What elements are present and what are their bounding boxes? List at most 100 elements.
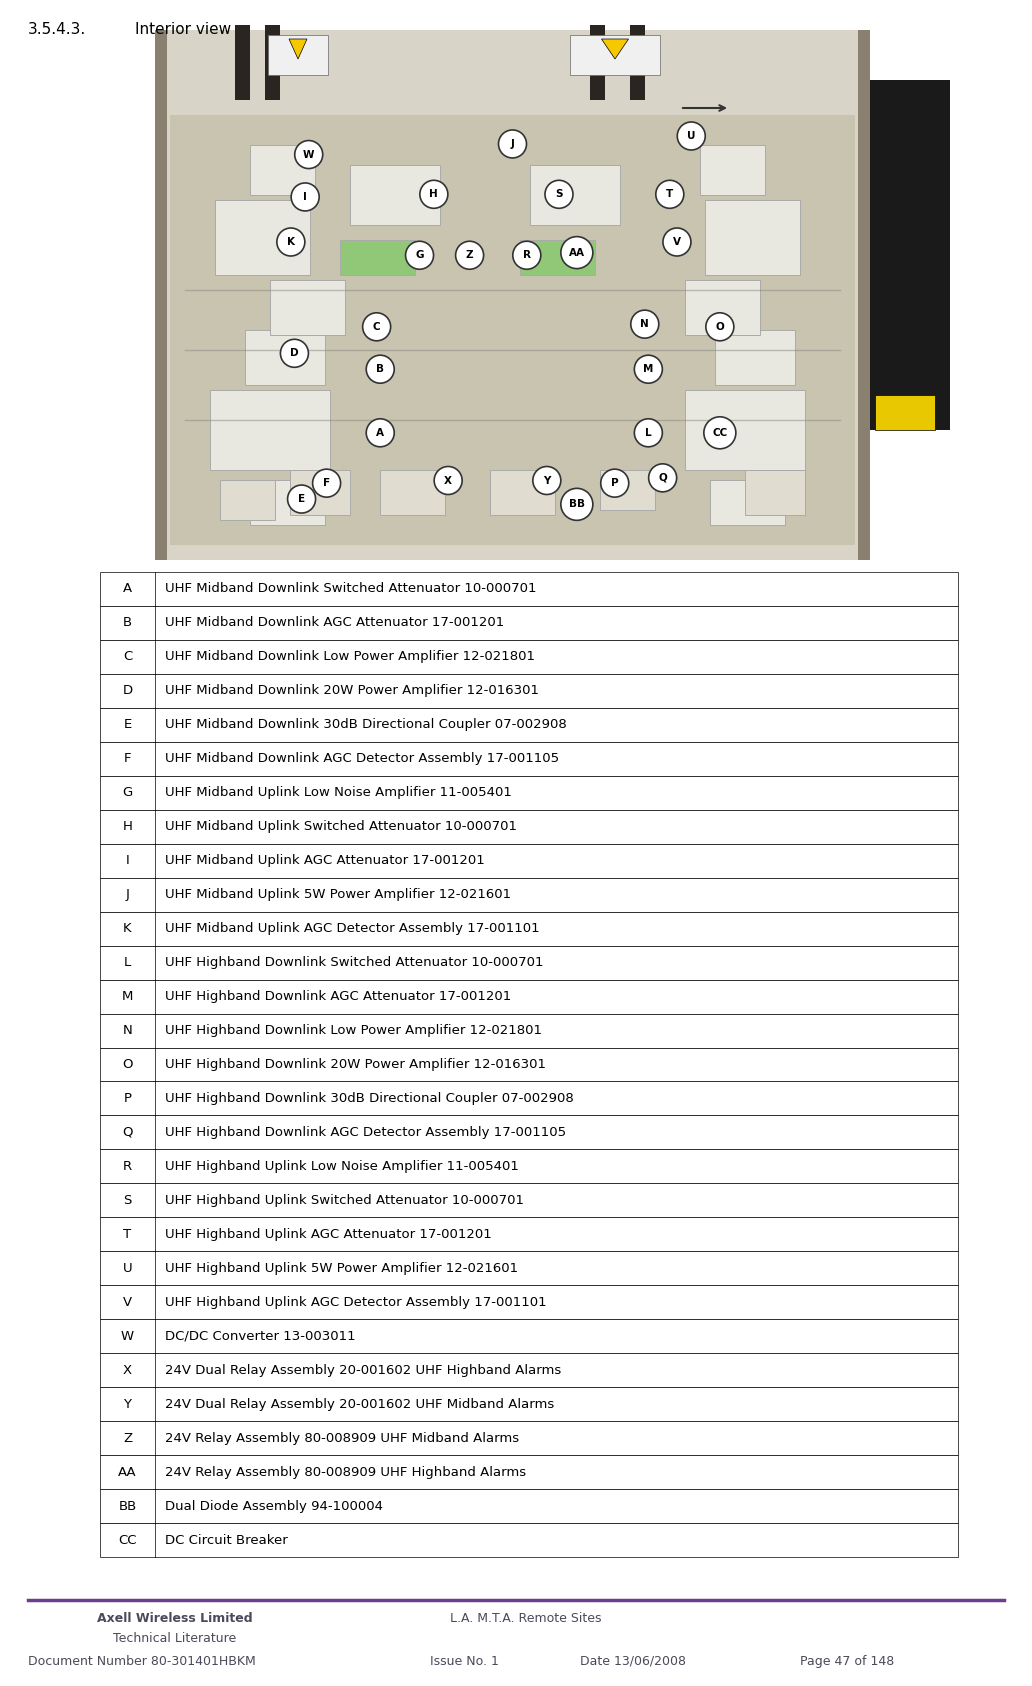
Bar: [220, 481, 275, 519]
Text: AA: AA: [119, 1465, 137, 1479]
Text: UHF Midband Downlink Switched Attenuator 10-000701: UHF Midband Downlink Switched Attenuator…: [165, 582, 537, 595]
Text: UHF Highband Uplink AGC Attenuator 17-001201: UHF Highband Uplink AGC Attenuator 17-00…: [165, 1227, 492, 1241]
Text: A: A: [123, 582, 132, 595]
Text: UHF Highband Downlink 20W Power Amplifier 12-016301: UHF Highband Downlink 20W Power Amplifie…: [165, 1059, 546, 1071]
Text: 3.5.4.3.: 3.5.4.3.: [28, 22, 87, 37]
Text: UHF Midband Uplink Switched Attenuator 10-000701: UHF Midband Uplink Switched Attenuator 1…: [165, 821, 517, 833]
Text: S: S: [123, 1194, 132, 1207]
Circle shape: [649, 464, 677, 492]
Bar: [215, 201, 310, 275]
Bar: [155, 30, 167, 560]
Bar: [490, 470, 555, 514]
Text: Interior view: Interior view: [135, 22, 231, 37]
Text: UHF Highband Uplink AGC Detector Assembly 17-001101: UHF Highband Uplink AGC Detector Assembl…: [165, 1297, 547, 1308]
Text: L.A. M.T.A. Remote Sites: L.A. M.T.A. Remote Sites: [450, 1612, 602, 1625]
Text: BB: BB: [119, 1499, 136, 1512]
Bar: [100, 1081, 958, 1116]
Text: M: M: [643, 364, 653, 374]
Text: UHF Highband Uplink Low Noise Amplifier 11-005401: UHF Highband Uplink Low Noise Amplifier …: [165, 1160, 519, 1173]
Bar: [685, 389, 805, 470]
Bar: [100, 1489, 958, 1522]
Text: F: F: [323, 479, 330, 489]
Circle shape: [366, 418, 394, 447]
Bar: [265, 25, 280, 99]
Bar: [685, 280, 760, 336]
Circle shape: [706, 314, 734, 341]
Text: DC/DC Converter 13-003011: DC/DC Converter 13-003011: [165, 1330, 356, 1342]
Circle shape: [635, 356, 663, 383]
Bar: [100, 1184, 958, 1217]
Text: V: V: [123, 1297, 132, 1308]
Text: E: E: [124, 718, 132, 732]
Text: U: U: [123, 1261, 132, 1275]
Circle shape: [704, 416, 736, 448]
Text: UHF Midband Uplink AGC Detector Assembly 17-001101: UHF Midband Uplink AGC Detector Assembly…: [165, 922, 540, 936]
Bar: [209, 389, 330, 470]
Text: DC Circuit Breaker: DC Circuit Breaker: [165, 1534, 288, 1546]
Bar: [570, 35, 660, 74]
Text: R: R: [523, 250, 530, 260]
Text: Z: Z: [465, 250, 474, 260]
Bar: [100, 605, 958, 641]
Bar: [100, 1421, 958, 1455]
Bar: [100, 1318, 958, 1354]
Text: CC: CC: [119, 1534, 137, 1546]
Bar: [100, 1150, 958, 1184]
Circle shape: [498, 130, 526, 158]
Bar: [340, 239, 415, 275]
Bar: [100, 742, 958, 776]
Circle shape: [533, 467, 560, 494]
Text: R: R: [123, 1160, 132, 1173]
Circle shape: [677, 121, 705, 150]
Bar: [630, 25, 645, 99]
Bar: [100, 708, 958, 742]
Text: W: W: [121, 1330, 134, 1342]
Circle shape: [545, 180, 573, 209]
Polygon shape: [602, 39, 628, 59]
Text: K: K: [123, 922, 132, 936]
Text: E: E: [298, 494, 305, 504]
Bar: [100, 572, 958, 605]
Text: 24V Dual Relay Assembly 20-001602 UHF Midband Alarms: 24V Dual Relay Assembly 20-001602 UHF Mi…: [165, 1398, 554, 1411]
Bar: [745, 470, 805, 514]
Bar: [235, 25, 250, 99]
Text: J: J: [126, 889, 129, 902]
Bar: [530, 165, 620, 224]
Bar: [100, 912, 958, 946]
Bar: [100, 1522, 958, 1556]
Text: T: T: [124, 1227, 131, 1241]
Bar: [290, 470, 350, 514]
Text: Date 13/06/2008: Date 13/06/2008: [580, 1656, 686, 1667]
Text: Y: Y: [543, 475, 550, 486]
Bar: [100, 776, 958, 809]
Bar: [350, 165, 440, 224]
Bar: [705, 201, 800, 275]
Circle shape: [560, 236, 592, 268]
Text: P: P: [611, 479, 618, 489]
Text: M: M: [122, 990, 133, 1003]
Bar: [380, 470, 445, 514]
Text: UHF Midband Downlink AGC Attenuator 17-001201: UHF Midband Downlink AGC Attenuator 17-0…: [165, 617, 505, 629]
Bar: [600, 470, 655, 509]
Bar: [100, 1013, 958, 1047]
Circle shape: [281, 339, 309, 368]
Text: UHF Midband Downlink 20W Power Amplifier 12-016301: UHF Midband Downlink 20W Power Amplifier…: [165, 685, 539, 698]
Text: Document Number 80-301401HBKM: Document Number 80-301401HBKM: [28, 1656, 256, 1667]
Text: Z: Z: [123, 1431, 132, 1445]
Text: K: K: [287, 238, 295, 248]
Circle shape: [291, 184, 319, 211]
Text: UHF Highband Downlink Low Power Amplifier 12-021801: UHF Highband Downlink Low Power Amplifie…: [165, 1023, 542, 1037]
Text: BB: BB: [569, 499, 585, 509]
Text: 24V Dual Relay Assembly 20-001602 UHF Highband Alarms: 24V Dual Relay Assembly 20-001602 UHF Hi…: [165, 1364, 561, 1377]
Text: G: G: [123, 786, 133, 799]
Text: F: F: [124, 752, 131, 765]
Text: 24V Relay Assembly 80-008909 UHF Midband Alarms: 24V Relay Assembly 80-008909 UHF Midband…: [165, 1431, 519, 1445]
Bar: [250, 145, 315, 196]
Text: J: J: [511, 138, 514, 148]
Text: X: X: [123, 1364, 132, 1377]
Bar: [100, 1047, 958, 1081]
Text: Axell Wireless Limited: Axell Wireless Limited: [97, 1612, 253, 1625]
Text: B: B: [123, 617, 132, 629]
Bar: [100, 1285, 958, 1318]
Text: Q: Q: [658, 472, 667, 482]
